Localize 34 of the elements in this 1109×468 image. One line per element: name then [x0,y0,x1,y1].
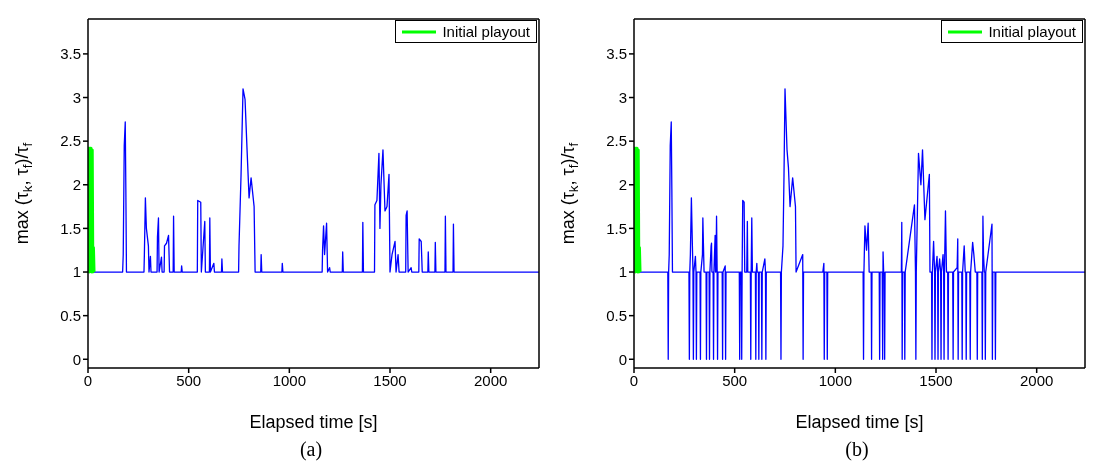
y-tick-label: 3.5 [60,45,81,63]
x-tick-label: 2000 [1019,371,1054,389]
y-tick-label: 1.5 [60,219,81,237]
y-tick-label: 0 [72,350,81,368]
x-tick-label: 500 [176,371,202,389]
x-tick-label: 500 [722,371,748,389]
y-tick-label: 1 [618,263,627,281]
y-tick-label: 1.5 [606,219,627,237]
y-tick-label: 2 [618,176,627,194]
y-tick-label: 3 [72,88,81,106]
y-tick-label: 3 [618,88,627,106]
y-tick-label: 1 [72,263,81,281]
y-tick-label: 0.5 [606,306,627,324]
y-tick-label: 2.5 [606,132,627,150]
y-tick-label: 0 [618,350,627,368]
x-tick-label: 1000 [818,371,853,389]
x-axis-title: Elapsed time [s] [249,412,378,432]
y-tick-label: 2.5 [60,132,81,150]
line-series [634,146,642,274]
y-tick-label: 3.5 [606,45,627,63]
line-series [88,146,96,274]
legend-label: Initial playout [988,23,1076,40]
legend-label: Initial playout [442,23,530,40]
x-axis-title: Elapsed time [s] [795,412,924,432]
x-tick-label: 1000 [272,371,307,389]
x-tick-label: 0 [629,371,639,389]
x-tick-label: 1500 [373,371,407,389]
y-tick-label: 0.5 [60,306,81,324]
x-tick-label: 1500 [919,371,953,389]
text: (a) [298,438,324,461]
y-tick-label: 2 [72,176,81,194]
x-tick-label: 0 [83,371,93,389]
text: (b) [844,438,870,461]
x-tick-label: 2000 [473,371,508,389]
